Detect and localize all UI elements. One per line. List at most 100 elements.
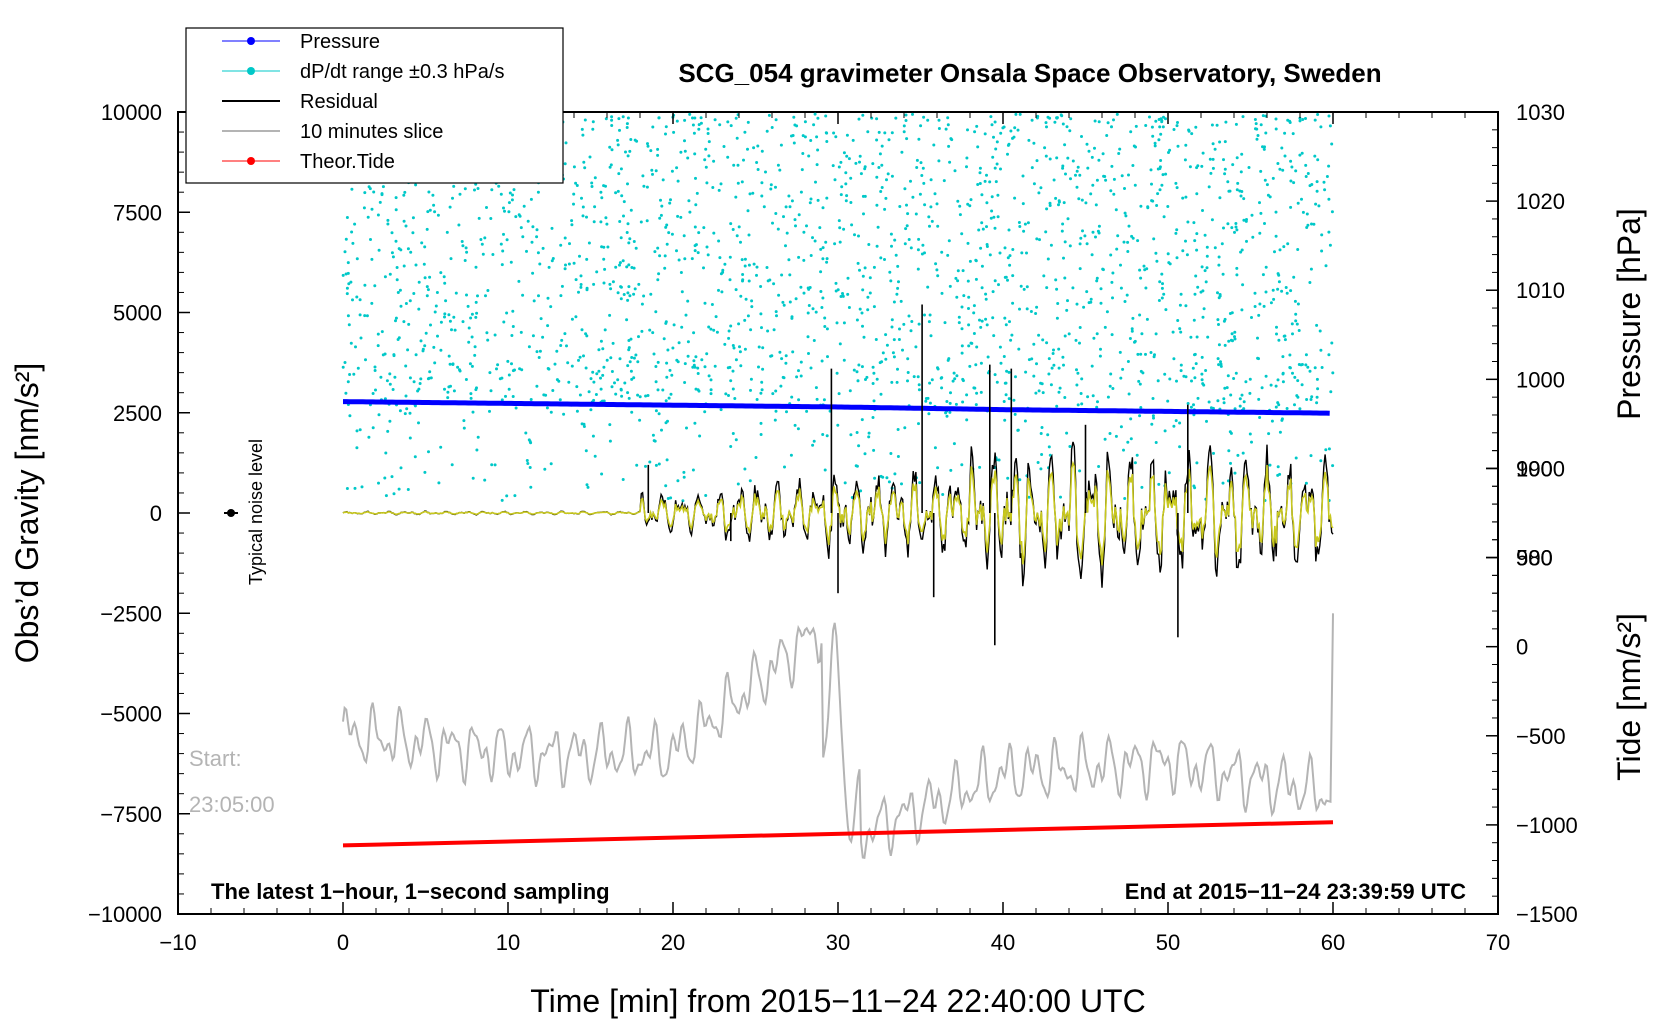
dpdt-point bbox=[500, 376, 504, 380]
dpdt-point bbox=[1276, 378, 1280, 382]
dpdt-point bbox=[1195, 335, 1199, 339]
dpdt-point bbox=[879, 392, 883, 396]
dpdt-point bbox=[1178, 327, 1182, 331]
dpdt-point bbox=[737, 322, 741, 326]
dpdt-point bbox=[1251, 235, 1255, 239]
dpdt-point bbox=[1029, 310, 1033, 313]
dpdt-point bbox=[858, 307, 862, 311]
dpdt-point bbox=[377, 413, 381, 417]
dpdt-point bbox=[1200, 164, 1204, 168]
dpdt-point bbox=[693, 421, 697, 425]
dpdt-point bbox=[806, 311, 810, 315]
dpdt-point bbox=[712, 231, 716, 235]
dpdt-point bbox=[1037, 333, 1041, 337]
dpdt-point bbox=[345, 216, 349, 219]
dpdt-point bbox=[974, 277, 978, 281]
dpdt-point bbox=[740, 180, 744, 184]
dpdt-point bbox=[947, 144, 951, 148]
dpdt-point bbox=[671, 346, 675, 350]
dpdt-point bbox=[600, 196, 604, 200]
dpdt-point bbox=[1262, 304, 1266, 308]
dpdt-point bbox=[376, 213, 380, 217]
dpdt-point bbox=[849, 201, 853, 204]
legend-marker-tide bbox=[247, 157, 255, 165]
dpdt-point bbox=[642, 184, 646, 188]
dpdt-point bbox=[664, 484, 668, 488]
dpdt-point bbox=[1066, 299, 1069, 303]
dpdt-point bbox=[702, 226, 706, 230]
dpdt-point bbox=[1283, 154, 1287, 158]
dpdt-point bbox=[1139, 352, 1143, 356]
dpdt-point bbox=[890, 325, 894, 329]
dpdt-point bbox=[1218, 196, 1222, 200]
dpdt-point bbox=[1300, 197, 1303, 201]
dpdt-point bbox=[775, 314, 778, 318]
dpdt-point bbox=[1151, 414, 1155, 418]
dpdt-point bbox=[787, 258, 791, 262]
dpdt-point bbox=[414, 183, 418, 187]
dpdt-point bbox=[1019, 284, 1023, 288]
dpdt-point bbox=[911, 195, 915, 199]
dpdt-point bbox=[1330, 210, 1334, 214]
dpdt-point bbox=[842, 321, 846, 325]
dpdt-point bbox=[587, 390, 591, 394]
dpdt-point bbox=[1223, 140, 1227, 144]
dpdt-point bbox=[1271, 176, 1275, 180]
slice-start-time: 23:05:00 bbox=[189, 792, 275, 817]
dpdt-point bbox=[469, 316, 473, 320]
dpdt-point bbox=[632, 356, 636, 360]
dpdt-point bbox=[1291, 132, 1295, 136]
y-tick-label-left: 0 bbox=[150, 501, 162, 526]
dpdt-point bbox=[1256, 336, 1259, 340]
dpdt-point bbox=[917, 237, 921, 241]
dpdt-point bbox=[863, 452, 867, 456]
dpdt-point bbox=[892, 338, 896, 342]
dpdt-point bbox=[755, 161, 759, 164]
dpdt-point bbox=[1230, 332, 1234, 336]
dpdt-point bbox=[445, 230, 449, 234]
dpdt-point bbox=[744, 297, 748, 301]
dpdt-point bbox=[384, 451, 388, 455]
dpdt-point bbox=[776, 163, 780, 167]
dpdt-point bbox=[936, 274, 940, 278]
dpdt-point bbox=[1288, 353, 1292, 357]
dpdt-point bbox=[1195, 232, 1199, 236]
dpdt-point bbox=[806, 335, 810, 339]
dpdt-point bbox=[1290, 322, 1294, 326]
dpdt-point bbox=[453, 328, 457, 332]
dpdt-point bbox=[1114, 208, 1118, 212]
dpdt-point bbox=[774, 389, 778, 393]
dpdt-point bbox=[608, 282, 612, 286]
dpdt-point bbox=[759, 285, 763, 288]
dpdt-point bbox=[1127, 224, 1131, 228]
dpdt-point bbox=[1211, 166, 1215, 170]
dpdt-point bbox=[419, 377, 423, 381]
dpdt-point bbox=[589, 408, 593, 412]
dpdt-point bbox=[816, 198, 820, 202]
dpdt-point bbox=[669, 392, 673, 396]
dpdt-point bbox=[697, 389, 701, 393]
dpdt-point bbox=[949, 391, 952, 395]
dpdt-point bbox=[1003, 418, 1007, 422]
legend-item-residual: Residual bbox=[222, 91, 378, 113]
dpdt-point bbox=[344, 272, 348, 276]
dpdt-point bbox=[1075, 383, 1079, 387]
dpdt-point bbox=[805, 409, 809, 413]
dpdt-point bbox=[564, 141, 568, 145]
dpdt-point bbox=[1063, 143, 1067, 147]
dpdt-point bbox=[920, 174, 924, 177]
dpdt-point bbox=[626, 298, 630, 302]
dpdt-point bbox=[975, 391, 979, 395]
dpdt-point bbox=[897, 338, 901, 341]
dpdt-point bbox=[683, 362, 687, 366]
dpdt-point bbox=[663, 266, 667, 270]
dpdt-point bbox=[868, 276, 872, 280]
dpdt-point bbox=[729, 222, 733, 226]
dpdt-point bbox=[421, 347, 425, 351]
dpdt-point bbox=[488, 409, 491, 413]
dpdt-point bbox=[759, 421, 763, 425]
dpdt-point bbox=[1184, 195, 1188, 199]
dpdt-point bbox=[539, 317, 543, 321]
dpdt-point bbox=[585, 215, 588, 219]
dpdt-point bbox=[875, 117, 879, 121]
